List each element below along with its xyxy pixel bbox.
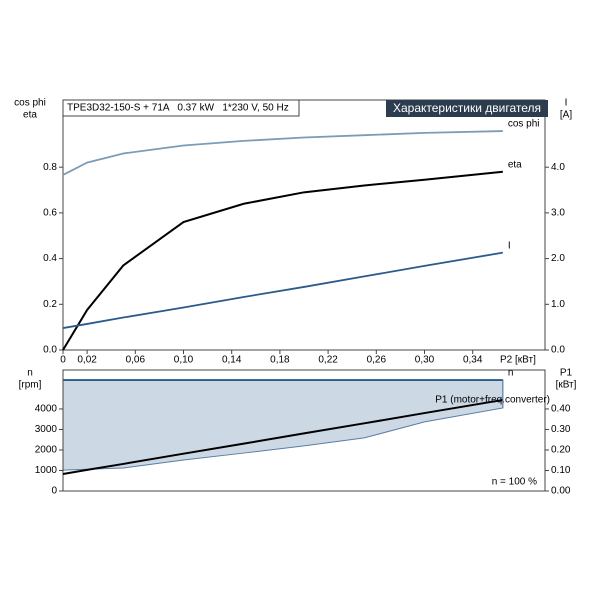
y-tick-label: 2000 [35,445,58,456]
y-tick-label: 0.4 [43,253,57,264]
y-tick-label: 0.6 [43,208,57,219]
y2-axis-label: P1 [560,368,573,379]
y-axis-label: n [27,368,33,379]
series-line [62,130,503,176]
y2-axis-label: [A] [560,110,572,121]
y-axis-label: cos phi [14,98,46,109]
y2-tick-label: 0.40 [551,404,571,415]
y2-tick-label: 4.0 [551,162,565,173]
series-label: I [508,240,511,251]
x-tick-label: 0,18 [270,355,290,366]
annotation: n = 100 % [492,477,537,488]
y-tick-label: 1000 [35,465,58,476]
chart-title: TPE3D32-150-S + 71A 0.37 kW 1*230 V, 50 … [67,103,289,114]
x-tick-label: 0,30 [415,355,435,366]
y-tick-label: 0.8 [43,162,57,173]
series-label: n [508,368,514,379]
title-box [62,99,300,117]
x-tick-label: 0,14 [222,355,242,366]
y-tick-label: 0.0 [43,345,57,356]
series-label: eta [508,159,522,170]
y-tick-label: 0 [51,486,57,497]
y2-tick-label: 0.00 [551,486,571,497]
subtitle-box [386,100,548,117]
y-tick-label: 3000 [35,424,58,435]
x-tick-label: 0,06 [126,355,146,366]
y2-tick-label: 3.0 [551,208,565,219]
x-tick-label: 0 [60,355,66,366]
y2-tick-label: 0.20 [551,445,571,456]
y2-tick-label: 1.0 [551,299,565,310]
y-axis-label: eta [23,110,37,121]
y-axis-label: [rpm] [19,380,42,391]
x-axis-label: P2 [кВт] [500,355,536,366]
series-label: cos phi [508,119,540,130]
y-tick-label: 4000 [35,404,58,415]
series-line [62,398,503,475]
series-line [62,170,503,351]
y2-axis-label: I [565,98,568,109]
x-tick-label: 0,26 [367,355,387,366]
x-tick-label: 0,02 [77,355,97,366]
x-tick-label: 0,34 [463,355,483,366]
x-tick-label: 0,22 [318,355,338,366]
x-tick-label: 0,10 [174,355,194,366]
y2-tick-label: 0.10 [551,465,571,476]
series-line [62,251,503,329]
series-label: P1 (motor+freq.converter) [435,395,550,406]
y-tick-label: 0.2 [43,299,57,310]
y2-axis-label: [кВт] [556,380,577,391]
y2-tick-label: 0.0 [551,345,565,356]
y2-tick-label: 0.30 [551,424,571,435]
chart-subtitle: Характеристики двигателя [393,101,541,115]
plot-frame [62,369,546,492]
y2-tick-label: 2.0 [551,253,565,264]
plot-frame [62,99,546,351]
